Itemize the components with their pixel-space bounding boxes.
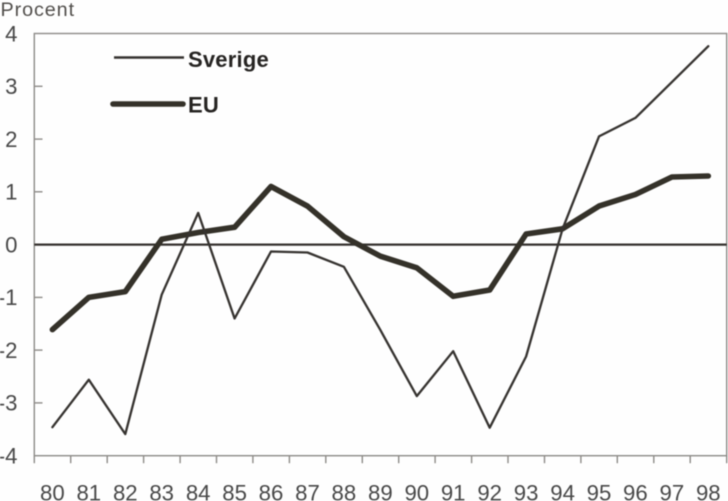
svg-text:0: 0 <box>5 232 17 257</box>
svg-text:4: 4 <box>5 21 17 46</box>
svg-text:-4: -4 <box>0 444 18 469</box>
svg-text:84: 84 <box>186 480 211 501</box>
svg-text:88: 88 <box>332 480 357 501</box>
svg-text:95: 95 <box>587 480 612 501</box>
svg-text:86: 86 <box>259 480 284 501</box>
svg-text:Sverige: Sverige <box>188 47 269 72</box>
svg-text:87: 87 <box>295 480 320 501</box>
svg-text:97: 97 <box>660 480 685 501</box>
svg-text:EU: EU <box>188 93 219 118</box>
svg-text:3: 3 <box>5 74 17 99</box>
svg-text:81: 81 <box>76 480 101 501</box>
svg-text:82: 82 <box>113 480 138 501</box>
svg-text:94: 94 <box>550 480 575 501</box>
svg-text:1: 1 <box>5 180 17 205</box>
svg-text:89: 89 <box>368 480 393 501</box>
svg-text:2: 2 <box>5 127 17 152</box>
svg-text:-2: -2 <box>0 338 18 363</box>
svg-text:92: 92 <box>477 480 502 501</box>
svg-text:-1: -1 <box>0 285 18 310</box>
svg-text:93: 93 <box>514 480 539 501</box>
svg-text:96: 96 <box>623 480 648 501</box>
svg-text:Procent: Procent <box>1 0 75 21</box>
svg-text:91: 91 <box>441 480 466 501</box>
svg-text:90: 90 <box>404 480 429 501</box>
svg-text:80: 80 <box>40 480 65 501</box>
svg-text:-3: -3 <box>0 391 18 416</box>
svg-text:85: 85 <box>222 480 247 501</box>
svg-text:83: 83 <box>149 480 174 501</box>
svg-text:98: 98 <box>696 480 721 501</box>
